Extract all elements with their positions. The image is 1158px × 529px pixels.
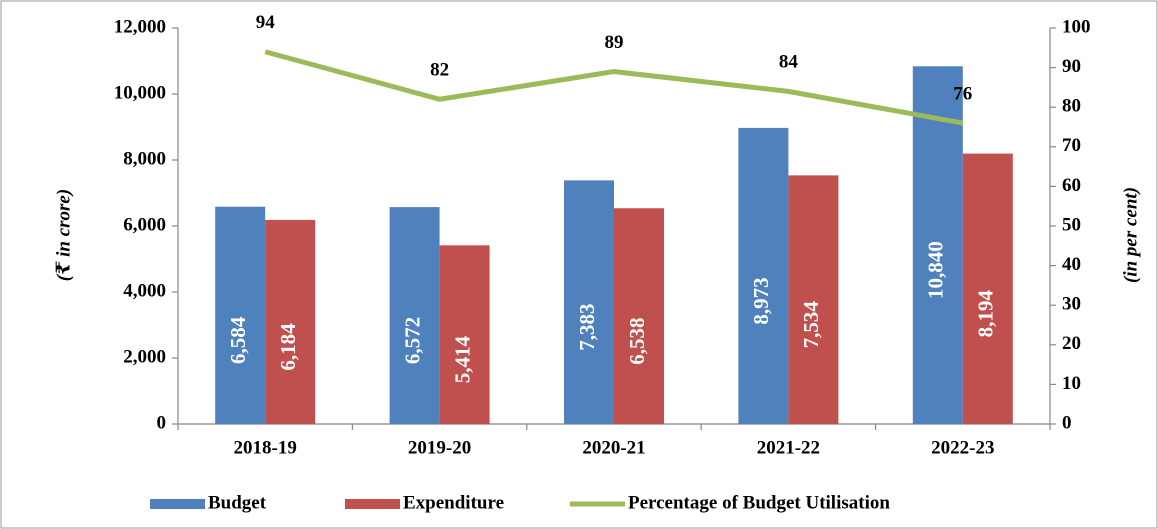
bar-value-label: 6,584 — [226, 316, 250, 364]
bar — [265, 219, 316, 424]
bar-value-label: 6,538 — [625, 317, 649, 364]
bar — [788, 175, 839, 424]
y2-tick-label: 40 — [1062, 254, 1081, 275]
y2-tick-label: 70 — [1062, 135, 1081, 156]
y-tick-label: 2,000 — [123, 346, 166, 367]
x-tick-label: 2022-23 — [931, 437, 994, 458]
legend-swatch — [345, 499, 400, 509]
bar-value-label: 8,194 — [974, 290, 998, 338]
bar — [912, 66, 963, 424]
bar — [389, 207, 440, 424]
bar-value-label: 5,414 — [450, 336, 474, 384]
y2-tick-label: 10 — [1062, 373, 1081, 394]
line-value-label: 84 — [779, 52, 799, 73]
line-value-label: 94 — [256, 12, 276, 33]
bar — [215, 206, 266, 424]
line-value-label: 89 — [605, 32, 624, 53]
bar-value-label: 7,383 — [575, 304, 599, 351]
y2-axis-label: (in per cent) — [1120, 187, 1141, 283]
legend-label: Budget — [208, 492, 267, 513]
legend-swatch — [150, 499, 205, 509]
legend-label: Percentage of Budget Utilisation — [628, 492, 890, 513]
bar — [614, 208, 664, 424]
y-axis-label: (₹ in crore) — [53, 189, 74, 281]
y2-tick-label: 30 — [1062, 294, 1081, 315]
bar — [962, 153, 1013, 424]
bar-value-label: 6,572 — [400, 317, 424, 364]
bar-value-label: 10,840 — [924, 241, 948, 299]
line-value-label: 82 — [430, 60, 449, 81]
y2-tick-label: 50 — [1062, 214, 1081, 235]
y2-tick-label: 0 — [1062, 412, 1072, 433]
line — [264, 49, 964, 126]
y2-tick-label: 80 — [1062, 96, 1081, 117]
x-tick-label: 2019-20 — [408, 437, 471, 458]
y2-tick-label: 100 — [1062, 16, 1091, 37]
bar-value-label: 6,184 — [276, 323, 300, 371]
line-value-label: 76 — [953, 83, 972, 104]
y-tick-label: 4,000 — [123, 280, 166, 301]
legend-label: Expenditure — [403, 492, 504, 513]
y2-tick-label: 20 — [1062, 333, 1081, 354]
y-tick-label: 0 — [157, 412, 167, 433]
y2-tick-label: 90 — [1062, 56, 1081, 77]
bar-value-label: 8,973 — [749, 277, 773, 324]
bar-value-label: 7,534 — [799, 301, 823, 349]
bar — [439, 245, 490, 424]
bar — [564, 180, 614, 424]
y-tick-label: 12,000 — [114, 16, 166, 37]
y2-tick-label: 60 — [1062, 175, 1081, 196]
y-tick-label: 8,000 — [123, 148, 166, 169]
y-tick-label: 6,000 — [123, 214, 166, 235]
x-tick-label: 2021-22 — [757, 437, 820, 458]
bar — [738, 127, 789, 425]
x-tick-label: 2018-19 — [234, 437, 297, 458]
y-tick-label: 10,000 — [114, 82, 166, 103]
x-tick-label: 2020-21 — [582, 437, 645, 458]
